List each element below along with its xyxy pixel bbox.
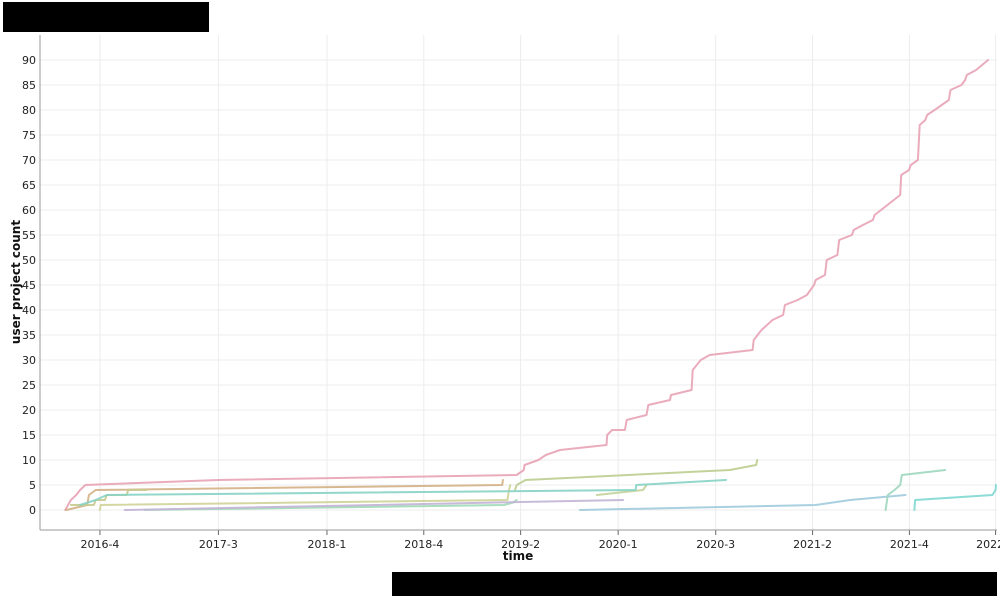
y-tick-label: 35 bbox=[22, 329, 36, 342]
y-tick-label: 50 bbox=[22, 254, 36, 267]
y-tick-label: 90 bbox=[22, 54, 36, 67]
x-axis-title: time bbox=[503, 549, 534, 563]
series-line-6 bbox=[595, 484, 648, 496]
y-tick-label: 45 bbox=[22, 279, 36, 292]
series-line-12 bbox=[913, 484, 997, 511]
x-tick-label: 2020-1 bbox=[599, 538, 638, 551]
y-tick-label: 20 bbox=[22, 404, 36, 417]
x-tick-label: 2018-4 bbox=[404, 538, 443, 551]
series-lines bbox=[64, 59, 997, 511]
y-tick-label: 75 bbox=[22, 129, 36, 142]
y-axis-title: user project count bbox=[9, 220, 23, 344]
x-tick-label: 2017-3 bbox=[199, 538, 238, 551]
axes: 0 5 10 15 20 25 30 35 40 45 50 55 60 65 70 75 80 85 90 2016… bbox=[22, 35, 1000, 551]
y-tick-label: 10 bbox=[22, 454, 36, 467]
y-tick-label: 60 bbox=[22, 204, 36, 217]
series-line-1 bbox=[64, 59, 990, 511]
y-tick-label: 0 bbox=[29, 504, 36, 517]
series-line-4 bbox=[98, 484, 512, 511]
y-tick-label: 15 bbox=[22, 429, 36, 442]
grid-lines bbox=[40, 35, 997, 530]
y-tick-label: 65 bbox=[22, 179, 36, 192]
series-line-3 bbox=[69, 489, 148, 506]
x-tick-label: 2022-3 bbox=[976, 538, 1000, 551]
x-tick-label: 2021-2 bbox=[793, 538, 832, 551]
y-tick-label: 25 bbox=[22, 379, 36, 392]
series-line-10 bbox=[578, 494, 907, 511]
x-tick-label: 2019-2 bbox=[501, 538, 540, 551]
y-tick-label: 30 bbox=[22, 354, 36, 367]
series-line-5 bbox=[514, 459, 759, 491]
y-tick-label: 70 bbox=[22, 154, 36, 167]
series-line-9 bbox=[123, 499, 625, 511]
y-tick-label: 5 bbox=[29, 479, 36, 492]
redacted-region-bottom bbox=[392, 572, 997, 596]
series-line-8 bbox=[79, 479, 727, 506]
redacted-region-top bbox=[3, 2, 209, 32]
x-tick-label: 2020-3 bbox=[696, 538, 735, 551]
x-tick-label: 2018-1 bbox=[307, 538, 346, 551]
x-tick-label: 2021-4 bbox=[890, 538, 929, 551]
y-tick-label: 80 bbox=[22, 104, 36, 117]
series-line-11 bbox=[884, 469, 947, 511]
y-tick-label: 55 bbox=[22, 229, 36, 242]
x-tick-label: 2016-4 bbox=[80, 538, 119, 551]
y-tick-label: 40 bbox=[22, 304, 36, 317]
y-tick-label: 85 bbox=[22, 79, 36, 92]
